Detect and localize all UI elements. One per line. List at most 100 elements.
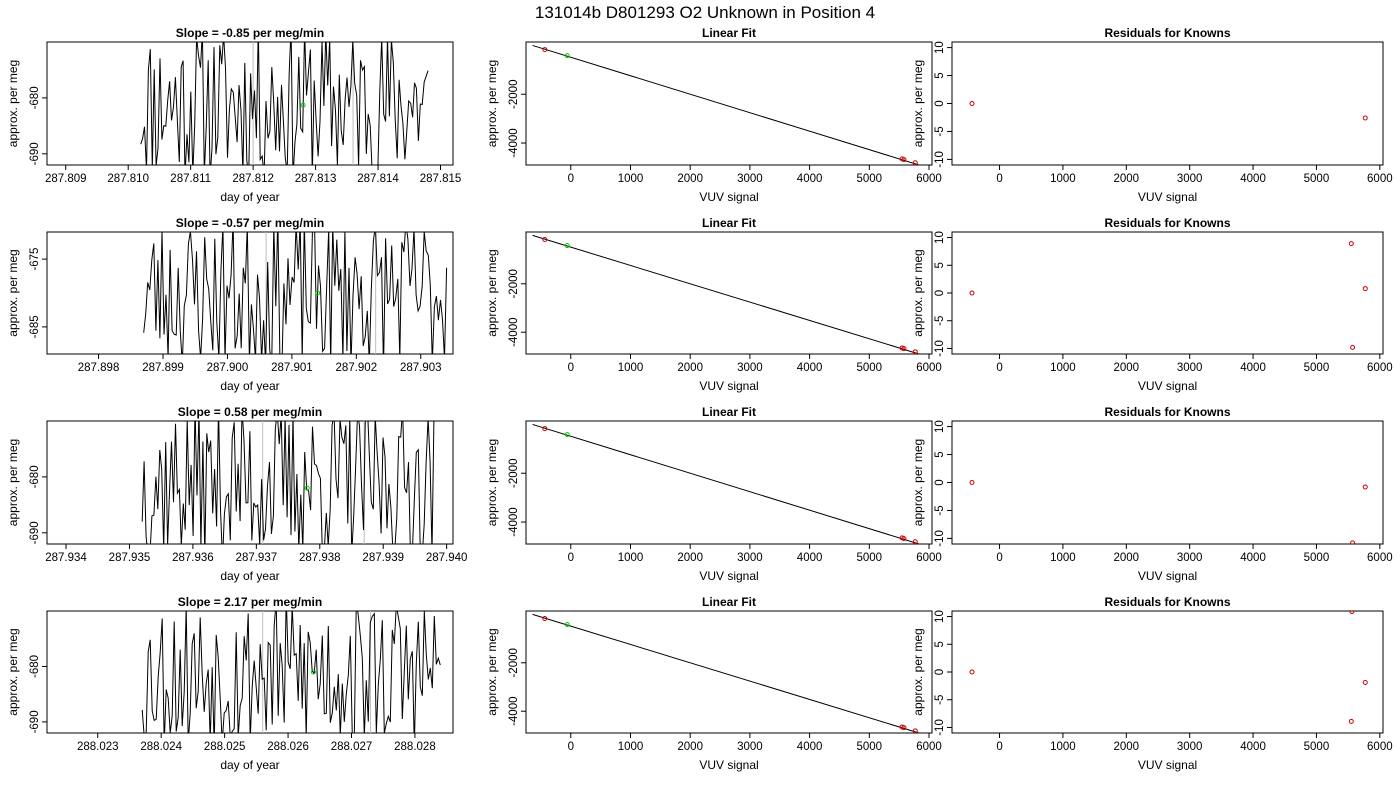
known-point — [912, 728, 918, 733]
x-tick-label: 2000 — [1114, 362, 1140, 374]
plot-frame — [951, 41, 1384, 166]
x-tick-label: 4000 — [1240, 552, 1266, 564]
fit-line — [532, 423, 920, 544]
x-tick-label: 3000 — [737, 741, 763, 753]
x-tick-label: 5000 — [857, 173, 883, 185]
y-tick-label: -680 — [29, 655, 41, 678]
x-tick-label: 2000 — [1114, 173, 1140, 185]
y-tick-label: -690 — [29, 710, 41, 733]
x-axis-label: day of year — [220, 379, 279, 393]
y-tick-label: -690 — [29, 521, 41, 544]
plot-frame — [951, 420, 1384, 545]
plot-frame — [525, 420, 933, 545]
known-point — [969, 669, 975, 675]
x-tick-label: 287.937 — [236, 552, 278, 564]
panel-r2-c0: Slope = 0.58 per meg/min 287.934 287.935 28… — [6, 405, 467, 583]
x-tick-label: 287.810 — [107, 173, 149, 185]
plot-frame — [951, 231, 1384, 355]
figure-title: 131014b D801293 O2 Unknown in Position 4 — [535, 3, 875, 22]
unknown-point — [564, 432, 570, 438]
known-point — [1350, 344, 1356, 350]
y-tick-label: 10 — [934, 41, 946, 54]
y-tick-label: 10 — [934, 610, 946, 623]
known-point — [542, 616, 548, 622]
y-axis-label: approx. per meg — [6, 628, 20, 715]
x-tick-label: 2000 — [1114, 741, 1140, 753]
x-axis-label: VUV signal — [699, 190, 758, 204]
x-tick-label: 287.936 — [172, 552, 214, 564]
x-tick-label: 6000 — [916, 552, 942, 564]
x-tick-label: 3000 — [1177, 173, 1203, 185]
signal-trace — [140, 42, 429, 165]
x-tick-label: 2000 — [677, 741, 703, 753]
y-tick-label: -5 — [934, 316, 946, 326]
unknown-mean-point — [315, 290, 321, 296]
panel-r3-c2: Residuals for Knowns 0 1000 2000 3000 4000 500… — [911, 595, 1393, 772]
x-tick-label: 287.812 — [232, 173, 274, 185]
plot-frame — [525, 231, 933, 355]
y-tick-label: -2000 — [508, 459, 520, 488]
x-tick-label: 4000 — [1240, 173, 1266, 185]
plot-area — [143, 232, 448, 354]
unknown-point — [564, 53, 570, 59]
plot-area — [532, 234, 920, 354]
x-axis-label: day of year — [220, 758, 279, 772]
y-tick-label: 10 — [934, 420, 946, 433]
x-tick-label: 4000 — [797, 552, 823, 564]
x-tick-label: 287.813 — [295, 173, 337, 185]
x-tick-label: 4000 — [1240, 362, 1266, 374]
y-tick-label: 5 — [934, 451, 946, 457]
x-axis-label: VUV signal — [1138, 569, 1197, 583]
x-tick-label: 3000 — [1177, 552, 1203, 564]
x-tick-label: 2000 — [677, 173, 703, 185]
x-tick-label: 6000 — [916, 362, 942, 374]
plot-area — [532, 613, 920, 733]
x-tick-label: 1000 — [618, 173, 644, 185]
plot-area — [140, 42, 429, 165]
known-point — [912, 539, 918, 544]
y-axis-label: approx. per meg — [6, 60, 20, 147]
x-tick-label: 6000 — [1367, 552, 1393, 564]
unknown-point — [564, 243, 570, 249]
x-tick-label: 4000 — [797, 362, 823, 374]
panel-grid: Slope = -0.85 per meg/min 287.809 287.810 2… — [6, 26, 1393, 772]
x-tick-label: 287.901 — [271, 362, 313, 374]
x-axis-label: VUV signal — [699, 379, 758, 393]
x-tick-label: 288.025 — [204, 741, 246, 753]
plot-area — [969, 101, 1368, 121]
unknown-point — [564, 622, 570, 628]
plot-area — [969, 480, 1368, 544]
plot-frame — [951, 610, 1384, 734]
x-tick-label: 0 — [996, 741, 1002, 753]
panel-title: Linear Fit — [702, 26, 756, 40]
known-point — [1362, 484, 1368, 490]
panel-r0-c1: Linear Fit 0 1000 2000 3000 4000 5000 6000 -2000… — [485, 26, 942, 204]
x-tick-label: 6000 — [916, 741, 942, 753]
y-tick-label: -2000 — [508, 269, 520, 298]
x-tick-label: 1000 — [1050, 552, 1076, 564]
known-point — [1350, 540, 1356, 544]
x-tick-label: 2000 — [677, 362, 703, 374]
plot-area — [141, 421, 435, 544]
x-tick-label: 4000 — [797, 741, 823, 753]
y-axis-label: approx. per meg — [911, 439, 925, 526]
y-tick-label: -4000 — [508, 318, 520, 347]
x-tick-label: 3000 — [737, 362, 763, 374]
x-tick-label: 5000 — [1304, 173, 1330, 185]
x-tick-label: 0 — [568, 552, 574, 564]
x-tick-label: 287.811 — [170, 173, 211, 185]
known-point — [542, 47, 548, 53]
signal-trace — [143, 232, 448, 354]
y-tick-label: 5 — [934, 641, 946, 647]
y-tick-label: -680 — [29, 86, 41, 109]
y-axis-label: approx. per meg — [6, 439, 20, 526]
known-point — [1362, 680, 1368, 686]
known-point — [901, 536, 907, 542]
plot-area — [532, 44, 920, 165]
x-axis-label: VUV signal — [1138, 379, 1197, 393]
y-tick-label: 10 — [934, 231, 946, 244]
y-axis-label: approx. per meg — [911, 60, 925, 147]
known-point — [969, 101, 975, 106]
x-tick-label: 5000 — [1304, 741, 1330, 753]
x-tick-label: 288.023 — [77, 741, 119, 753]
